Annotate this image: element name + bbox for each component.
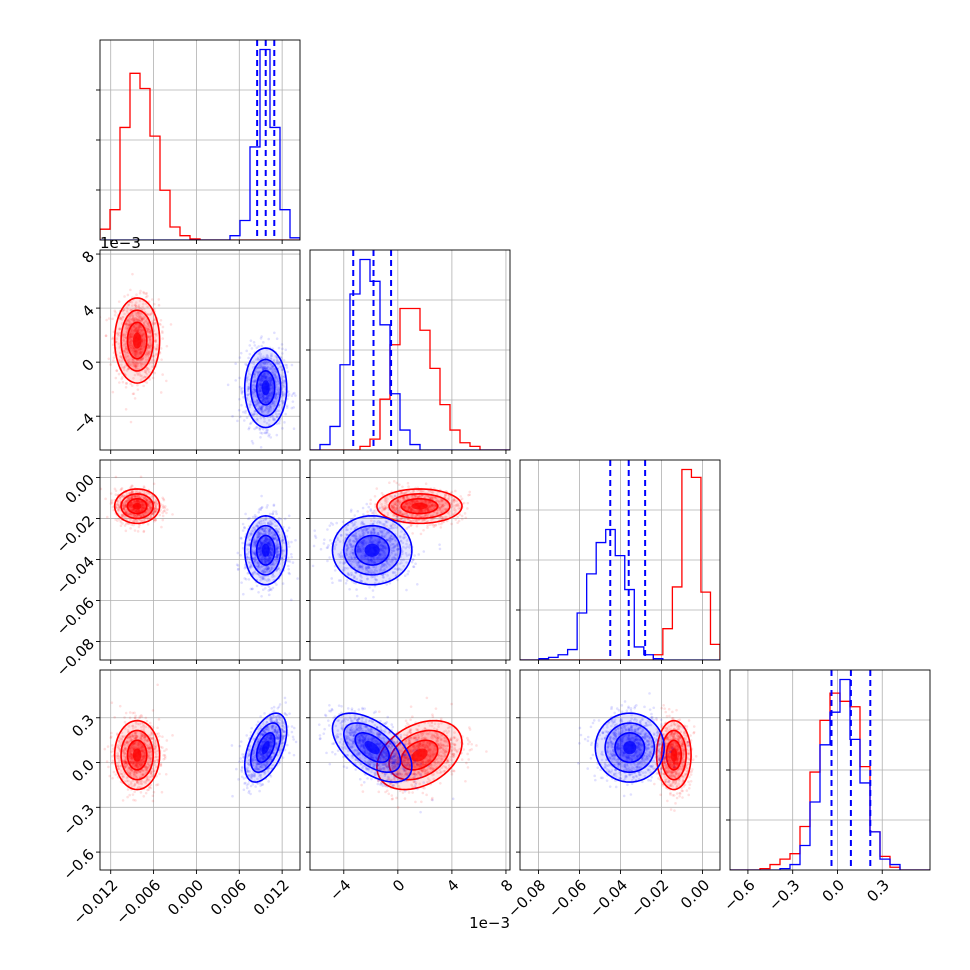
density-contour-red xyxy=(411,502,428,510)
x-tick-label: −0.006 xyxy=(112,876,164,928)
y-tick-label: 0.0 xyxy=(68,756,98,786)
x-tick-label: 0.00 xyxy=(677,876,713,912)
y-tick-label: 0 xyxy=(79,355,98,374)
panel-3-0: −0.012−0.006 0.000 0.006 0.012 −0.6 −0.3 0.0 0.… xyxy=(60,669,301,928)
x-tick-label: 4 xyxy=(443,876,462,895)
density-contour-red xyxy=(132,502,142,510)
histogram-red xyxy=(520,468,720,660)
histogram-blue xyxy=(730,678,930,870)
y-tick-label: −4 xyxy=(70,409,98,437)
panel-1-1 xyxy=(306,249,511,454)
panel-0-0 xyxy=(96,39,301,244)
x-tick-label: 8 xyxy=(497,876,516,895)
panel-2-2 xyxy=(516,459,721,664)
panel-3-1: −4 0 4 8 xyxy=(306,669,517,904)
histogram-red xyxy=(310,307,510,450)
x-tick-label: −4 xyxy=(326,876,354,904)
panel-frame xyxy=(519,669,721,871)
x-tick-label: 0.006 xyxy=(207,876,250,919)
x-tick-label: 0.3 xyxy=(863,876,893,906)
x-tick-label: −0.3 xyxy=(765,876,803,914)
density-contour-red xyxy=(411,748,428,762)
x-tick-label: −0.08 xyxy=(504,876,549,921)
panel-3-2: −0.08−0.06−0.04−0.02 0.00 xyxy=(504,669,721,921)
panel-frame xyxy=(99,669,301,871)
x-tick-label: 0 xyxy=(389,876,408,895)
panel-1-0: −4 0 4 8 xyxy=(70,247,301,454)
panel-3-3: −0.6 −0.3 0.0 0.3 xyxy=(720,669,931,915)
panel-2-0: −0.08−0.06−0.04−0.02 0.00 xyxy=(53,459,301,680)
histogram-blue xyxy=(100,48,300,240)
density-contour-red xyxy=(670,748,678,762)
x-tick-label: −0.04 xyxy=(586,876,631,921)
x-tick-label: 0.012 xyxy=(250,876,293,919)
histogram-red xyxy=(100,72,300,240)
histogram-blue xyxy=(310,258,510,450)
histogram-red xyxy=(730,692,930,870)
panel-frame xyxy=(99,249,301,451)
y-tick-label: −0.02 xyxy=(53,512,98,557)
density-contour-blue xyxy=(261,543,270,557)
density-contour-blue xyxy=(261,741,270,755)
x-tick-label: −0.6 xyxy=(720,876,758,914)
density-contour-red xyxy=(132,748,142,762)
y-tick-label: −0.6 xyxy=(60,845,98,883)
density-contour-blue xyxy=(364,741,380,755)
panel-2-1 xyxy=(306,459,511,664)
y-tick-label: −0.06 xyxy=(53,594,98,639)
x-tick-label: 0.000 xyxy=(164,876,207,919)
x-tick-label: 0.0 xyxy=(819,876,849,906)
x-tick-label: −0.012 xyxy=(69,876,121,928)
y-tick-label: −0.08 xyxy=(53,635,98,680)
y-tick-label: −0.04 xyxy=(53,553,98,598)
histogram-blue xyxy=(520,528,720,660)
density-contour-red xyxy=(132,332,142,349)
y-tick-label: 8 xyxy=(79,247,98,266)
x-tick-label: −0.06 xyxy=(545,876,590,921)
y-offset-text: 1e−3 xyxy=(100,234,141,252)
panel-frame xyxy=(99,459,301,661)
density-contour-blue xyxy=(261,380,270,396)
y-tick-label: −0.3 xyxy=(60,801,98,839)
panel-frame xyxy=(309,459,511,661)
y-tick-label: 4 xyxy=(79,301,98,320)
panel-frame xyxy=(309,669,511,871)
y-tick-label: 0.00 xyxy=(62,471,98,507)
density-contour-blue xyxy=(364,543,380,557)
x-offset-text: 1e−3 xyxy=(469,914,510,932)
y-tick-label: 0.3 xyxy=(68,711,98,741)
x-tick-label: −0.02 xyxy=(627,876,672,921)
density-contour-blue xyxy=(623,741,637,755)
